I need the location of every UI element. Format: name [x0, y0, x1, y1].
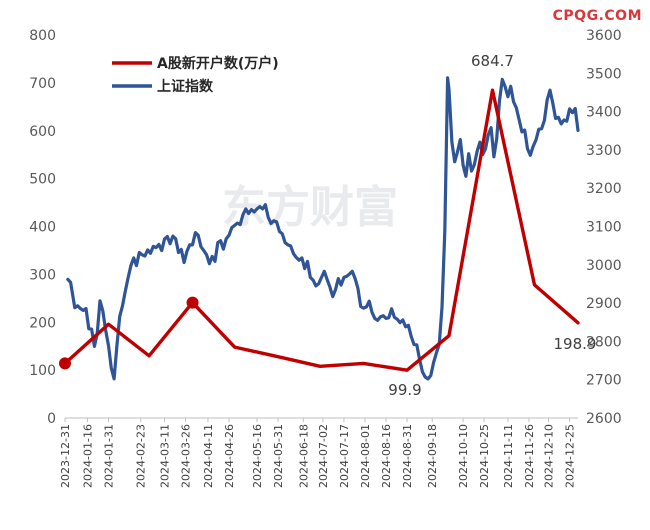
accounts-marker — [59, 357, 71, 370]
y-right-tick-label: 3400 — [586, 105, 622, 121]
accounts-marker — [186, 296, 199, 309]
y-right-tick-label: 3300 — [586, 143, 622, 159]
y-left-tick-label: 500 — [29, 172, 56, 188]
x-tick-label: 2023-12-31 — [59, 424, 72, 488]
x-tick-label: 2024-01-16 — [81, 424, 94, 488]
y-right-tick-label: 3500 — [586, 66, 622, 82]
data-label: 99.9 — [388, 381, 421, 399]
y-left-tick-label: 600 — [29, 124, 56, 140]
y-right-tick-label: 2800 — [586, 334, 622, 350]
x-tick-label: 2024-08-01 — [359, 424, 372, 488]
legend: A股新开户数(万户) 上证指数 — [112, 55, 279, 95]
y-left-tick-label: 400 — [29, 220, 56, 236]
brand-label: CPQG.COM — [553, 8, 642, 24]
data-label: 684.7 — [471, 52, 514, 70]
series-layer — [59, 76, 580, 381]
y-left-tick-label: 100 — [29, 363, 56, 379]
x-tick-label: 2024-08-31 — [401, 424, 414, 488]
y-right-tick-label: 2900 — [586, 296, 622, 312]
x-tick-label: 2024-03-26 — [180, 424, 193, 488]
y-right-tick-label: 3000 — [586, 258, 622, 274]
y-left-tick-label: 300 — [29, 267, 56, 283]
x-tick-label: 2024-07-02 — [317, 424, 330, 488]
x-tick-label: 2024-03-11 — [159, 424, 172, 488]
x-tick-label: 2024-12-10 — [543, 424, 556, 488]
x-tick-label: 2024-05-31 — [272, 424, 285, 488]
accounts-line — [63, 88, 580, 372]
watermark: 东方财富 — [222, 182, 398, 233]
x-tick-label: 2024-10-25 — [478, 424, 491, 488]
y-right-tick-label: 3600 — [586, 28, 622, 44]
y-left-tick-label: 700 — [29, 76, 56, 92]
x-tick-label: 2024-01-31 — [102, 424, 115, 488]
x-tick-label: 2024-12-25 — [564, 424, 577, 488]
x-tick-label: 2024-04-26 — [223, 424, 236, 488]
x-tick-label: 2024-07-17 — [338, 424, 351, 488]
y-left-tick-label: 800 — [29, 28, 56, 44]
x-tick-label: 2024-11-11 — [502, 424, 515, 488]
data-label: 198.9 — [554, 335, 597, 353]
x-tick-label: 2024-09-18 — [426, 424, 439, 488]
axes: 0 100 200 300 400 500 600 700 800 2600 2700 2800 290… — [29, 28, 621, 488]
y-left-tick-label: 0 — [47, 411, 56, 427]
y-right-tick-label: 2700 — [586, 373, 622, 389]
annotations: 684.7 99.9 198.9 — [388, 52, 596, 399]
legend-label: A股新开户数(万户) — [157, 55, 279, 72]
x-tick-label: 2024-11-26 — [523, 424, 536, 488]
y-right-tick-label: 3200 — [586, 181, 622, 197]
y-right-tick-label: 3100 — [586, 220, 622, 236]
index-line — [66, 76, 580, 381]
y-right-tick-label: 2600 — [586, 411, 622, 427]
x-tick-label: 2024-05-16 — [251, 424, 264, 488]
x-tick-label: 2024-02-23 — [135, 424, 148, 488]
y-left-tick-label: 200 — [29, 315, 56, 331]
x-tick-label: 2024-10-10 — [457, 424, 470, 488]
legend-label: 上证指数 — [157, 78, 214, 95]
x-tick-label: 2024-06-18 — [297, 424, 310, 488]
x-tick-label: 2024-04-11 — [202, 424, 215, 488]
x-tick-label: 2024-08-16 — [380, 424, 393, 488]
